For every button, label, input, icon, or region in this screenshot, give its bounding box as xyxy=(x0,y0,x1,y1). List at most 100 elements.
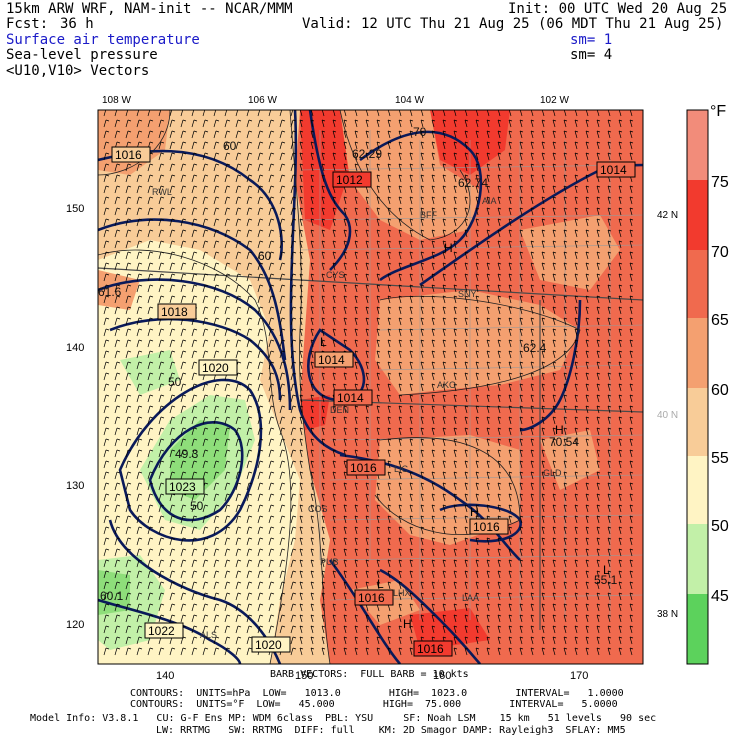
field-vectors: <U10,V10> Vectors xyxy=(6,63,150,79)
y-grid-label: 140 xyxy=(66,342,84,354)
grid-x-labels: 140 150 160 170 xyxy=(156,670,588,682)
x-grid-label: 150 xyxy=(295,670,313,682)
y-grid-label: 120 xyxy=(66,619,84,631)
colorbar-level: 65 xyxy=(711,312,729,329)
pressure-box: 1022 xyxy=(144,622,184,639)
colorbar-segment xyxy=(687,250,708,318)
svg-text:1016: 1016 xyxy=(417,642,444,656)
svg-text:1022: 1022 xyxy=(148,624,175,638)
svg-text:1023: 1023 xyxy=(169,480,196,494)
colorbar-segment xyxy=(687,180,708,250)
station-labels: RWL BFF AIA CYS SNY AKO DEN LIC COS GLD … xyxy=(152,187,562,640)
map-frame xyxy=(97,109,644,665)
colorbar-level: 55 xyxy=(711,450,729,467)
pressure-box: 1020 xyxy=(251,636,291,653)
colorbar-level: 70 xyxy=(711,244,729,261)
field-temperature: Surface air temperature xyxy=(6,32,200,48)
x-grid-label: 140 xyxy=(156,670,174,682)
colorbar-segment xyxy=(687,388,708,456)
forecast-label: Fcst: xyxy=(6,16,49,32)
colorbar-labels: °F 75 70 65 60 55 50 45 xyxy=(710,103,729,605)
y-grid-label: 130 xyxy=(66,480,84,492)
valid-time: Valid: 12 UTC Thu 21 Aug 25 (06 MDT Thu … xyxy=(302,16,724,32)
x-grid-label: 160 xyxy=(433,670,451,682)
temp-label: 60 xyxy=(223,139,237,153)
temp-label: 62.29 xyxy=(352,147,382,161)
svg-text:1018: 1018 xyxy=(161,305,188,319)
latitude-labels: 42 N 40 N 38 N xyxy=(657,210,678,620)
colorbar-segment xyxy=(687,110,708,180)
svg-text:1020: 1020 xyxy=(202,361,229,375)
svg-text:1014: 1014 xyxy=(318,353,345,367)
field-temperature-smoothing: sm= 1 xyxy=(570,32,613,48)
pressure-centers: H H H H L L L xyxy=(320,241,610,631)
station: CYS xyxy=(326,270,345,280)
lon-label: 104 W xyxy=(395,95,424,106)
field-pressure: Sea-level pressure xyxy=(6,47,158,63)
pressure-box: 1014 xyxy=(314,351,354,368)
svg-text:1016: 1016 xyxy=(350,461,377,475)
lat-label: 42 N xyxy=(657,210,678,221)
svg-text:1016: 1016 xyxy=(358,591,385,605)
temp-label: 70.54 xyxy=(549,435,579,449)
colorbar-level: 50 xyxy=(711,518,729,535)
low-marker: L xyxy=(603,563,610,577)
station: AIA xyxy=(482,196,497,206)
temp-label: 60.1 xyxy=(100,589,124,603)
high-marker: H xyxy=(470,505,479,519)
pressure-labels: 1016 1012 1014 1018 1014 1020 1014 1016 … xyxy=(111,146,636,657)
temp-label: 55.1 xyxy=(594,573,618,587)
field-pressure-smoothing: sm= 4 xyxy=(570,47,613,63)
station: DEN xyxy=(330,405,349,415)
model-title: 15km ARW WRF, NAM-init -- NCAR/MMM xyxy=(6,1,293,17)
temp-label: 60 xyxy=(258,249,272,263)
colorbar-unit: °F xyxy=(710,103,726,120)
colorbar-segment xyxy=(687,456,708,524)
station: BFF xyxy=(420,210,438,220)
station: PUB xyxy=(320,557,339,567)
colorbar-segment xyxy=(687,318,708,388)
station: LAA xyxy=(462,593,479,603)
station: LIC xyxy=(394,464,409,474)
low-marker: L xyxy=(377,577,384,591)
svg-text:1014: 1014 xyxy=(337,391,364,405)
pressure-box: 1016 xyxy=(111,146,151,163)
low-marker: L xyxy=(320,335,327,349)
station: RWL xyxy=(152,187,172,197)
model-info: Model Info: V3.8.1 CU: G-F Ens MP: WDM 6… xyxy=(30,713,657,724)
pressure-box: 1014 xyxy=(333,389,373,406)
temp-label: 50 xyxy=(168,375,182,389)
high-marker: H xyxy=(403,617,412,631)
forecast-hour: 36 h xyxy=(60,16,94,32)
wind-barbs xyxy=(103,110,634,656)
pressure-box: 1016 xyxy=(354,589,394,606)
x-grid-label: 170 xyxy=(570,670,588,682)
colorbar-segment xyxy=(687,524,708,594)
lat-label: 40 N xyxy=(657,410,678,421)
pressure-box: 1016 xyxy=(469,518,509,535)
county-lines xyxy=(299,130,643,620)
longitude-labels: 108 W 106 W 104 W 102 W xyxy=(102,95,569,106)
colorbar-level: 75 xyxy=(711,174,729,191)
temp-label: 70 xyxy=(413,125,427,139)
pressure-box: 1012 xyxy=(332,171,372,188)
wind-barb-field xyxy=(103,110,634,656)
temperature-labels: 60 62.29 70 62.74 60 61.6 62.4 50 70.54 … xyxy=(98,125,618,603)
station: COS xyxy=(308,504,328,514)
lat-label: 38 N xyxy=(657,609,678,620)
temp-label: 62.4 xyxy=(523,341,547,355)
barb-legend: BARB VECTORS: FULL BARB = 10 kts xyxy=(270,669,469,680)
temperature-fill xyxy=(98,110,643,664)
temp-label: 49.3 xyxy=(175,447,199,461)
grid-y-labels: 150 140 130 120 xyxy=(66,203,84,631)
pressure-box: 1020 xyxy=(198,359,238,376)
contours-f: CONTOURS: UNITS=°F LOW= 45.000 HIGH= 75.… xyxy=(130,699,618,710)
colorbar xyxy=(686,109,709,665)
station: AKO xyxy=(437,380,456,390)
lon-label: 102 W xyxy=(540,95,569,106)
high-marker: H xyxy=(555,423,564,437)
pressure-box: 1018 xyxy=(157,303,197,320)
pressure-box: 1016 xyxy=(346,459,386,476)
station: SNY xyxy=(458,289,477,299)
